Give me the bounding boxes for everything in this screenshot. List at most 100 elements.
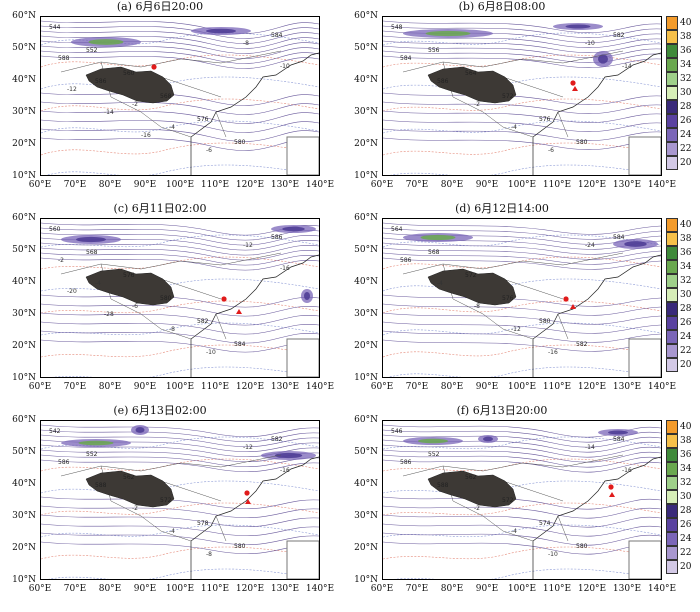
longitude-tick-label: 80°E [98,584,122,594]
latitude-tick-label: 30°N [12,309,36,319]
contour-label: 562 [123,474,135,481]
storm-location-marker [151,64,157,70]
jet-core-shading [425,30,471,37]
height-contour [383,25,661,38]
contour-label: -2 [132,505,138,512]
longitude-tick-label: 130°E [612,382,642,392]
colorbar-segment [666,518,678,532]
contour-label: -4 [95,280,101,287]
temperature-contour [41,300,319,314]
height-contour [383,20,661,33]
latitude-tick-label: 20°N [354,543,378,553]
temperature-contour [383,120,661,134]
longitude-tick-label: 100°E [507,180,537,190]
longitude-tick-label: 90°E [475,584,499,594]
map-svg: 544 552 560 568 576 580 584 588 586 -2 -4 -6 -8 -10 -1… [41,20,319,175]
height-contour [41,242,319,256]
temperature-contour [41,344,319,358]
colorbar-segment [666,16,678,30]
longitude-tick-label: 80°E [440,382,464,392]
longitude-tick-label: 110°E [200,584,230,594]
colorbar-tick-label: 32 [680,74,692,84]
contour-label: 576 [539,116,551,123]
colorbar-tick-label: 32 [680,276,692,286]
storm-location-triangle [609,492,615,497]
country-border [60,454,282,542]
storm-location-triangle [572,86,578,91]
temperature-contour [383,256,661,270]
colorbar-segment [666,44,678,58]
jet-core-shading [78,440,114,446]
contour-label: 580 [576,543,588,550]
map-svg: 542 552 562 572 578 580 582 586 588 -2 -4 -8 -12 -16 [41,424,319,579]
contour-label: -2 [474,101,480,108]
contour-label: -4 [511,528,517,535]
storm-location-triangle [570,304,576,309]
latitude-tick-label: 60°N [12,11,36,21]
latitude-tick-label: 50°N [354,245,378,255]
height-contour [41,434,319,447]
map-plot-area: 546 552 562 572 574 580 584 586 588 -2 -4 -10 -14 -16 [382,420,662,580]
height-contour [41,429,319,442]
latitude-tick-label: 60°N [12,415,36,425]
temperature-contour [52,366,319,377]
contour-label: -8 [474,303,480,310]
country-border [402,252,624,340]
contour-label: 580 [576,139,588,146]
tibetan-plateau [85,268,175,306]
contour-label: -12 [67,86,77,93]
contour-label: -4 [511,124,517,131]
height-contour [383,137,661,150]
contour-label: 572 [160,497,172,504]
latitude-tick-label: 30°N [354,309,378,319]
height-contour [383,434,661,448]
colorbar-segment [666,358,678,372]
longitude-tick-label: 110°E [542,584,572,594]
contour-label: 588 [95,482,107,489]
temperature-contour [383,458,661,472]
contour-label: 572 [502,497,514,504]
tibetan-plateau [427,470,517,508]
latitude-tick-label: 20°N [12,341,36,351]
contour-label: -16 [280,265,290,272]
height-contour [41,514,319,527]
colorbar-tick-label: 30 [680,290,692,300]
contour-label: 546 [391,428,403,435]
height-contour [41,247,319,261]
jet-core-shading [483,436,493,442]
longitude-tick-label: 80°E [440,584,464,594]
contour-label: -16 [548,349,558,356]
contour-label: 582 [197,318,209,325]
height-contour [41,339,319,353]
colorbar-tick-label: 22 [680,548,692,558]
temperature-contour [383,322,661,336]
map-svg: 560 568 576 580 582 584 586 -2 -4 -6 -8 -10 -12 -16 -2… [41,222,319,377]
contour-label: -12 [243,242,253,249]
height-contour [383,101,661,114]
contour-label: -10 [280,63,290,70]
colorbar-tick-label: 40 [680,18,692,28]
height-contour [41,119,319,133]
colorbar-tick-label: 20 [680,158,692,168]
latitude-tick-label: 40°N [354,277,378,287]
height-contour [383,496,661,510]
height-contour [41,30,319,44]
colorbar-tick-label: 28 [680,102,692,112]
colorbar-segment [666,142,678,156]
jet-core-shading [76,236,106,243]
contour-label: 564 [465,70,477,77]
height-contour [383,459,661,473]
temperature-contour [41,76,319,90]
height-contour [41,312,319,326]
temperature-contour [383,300,661,314]
contour-label: -4 [169,528,175,535]
height-contour [41,532,319,545]
contour-label: 584 [613,234,625,241]
contour-label: 576 [123,272,135,279]
jet-core-shading [274,452,303,459]
colorbar-tick-label: 40 [680,220,692,230]
contour-label: -6 [206,147,212,154]
longitude-tick-label: 140°E [647,382,677,392]
colorbar-tick-label: 32 [680,478,692,488]
map-plot-area: 544 552 560 568 576 580 584 588 586 -2 -4 -6 -8 -10 -1… [40,16,320,176]
